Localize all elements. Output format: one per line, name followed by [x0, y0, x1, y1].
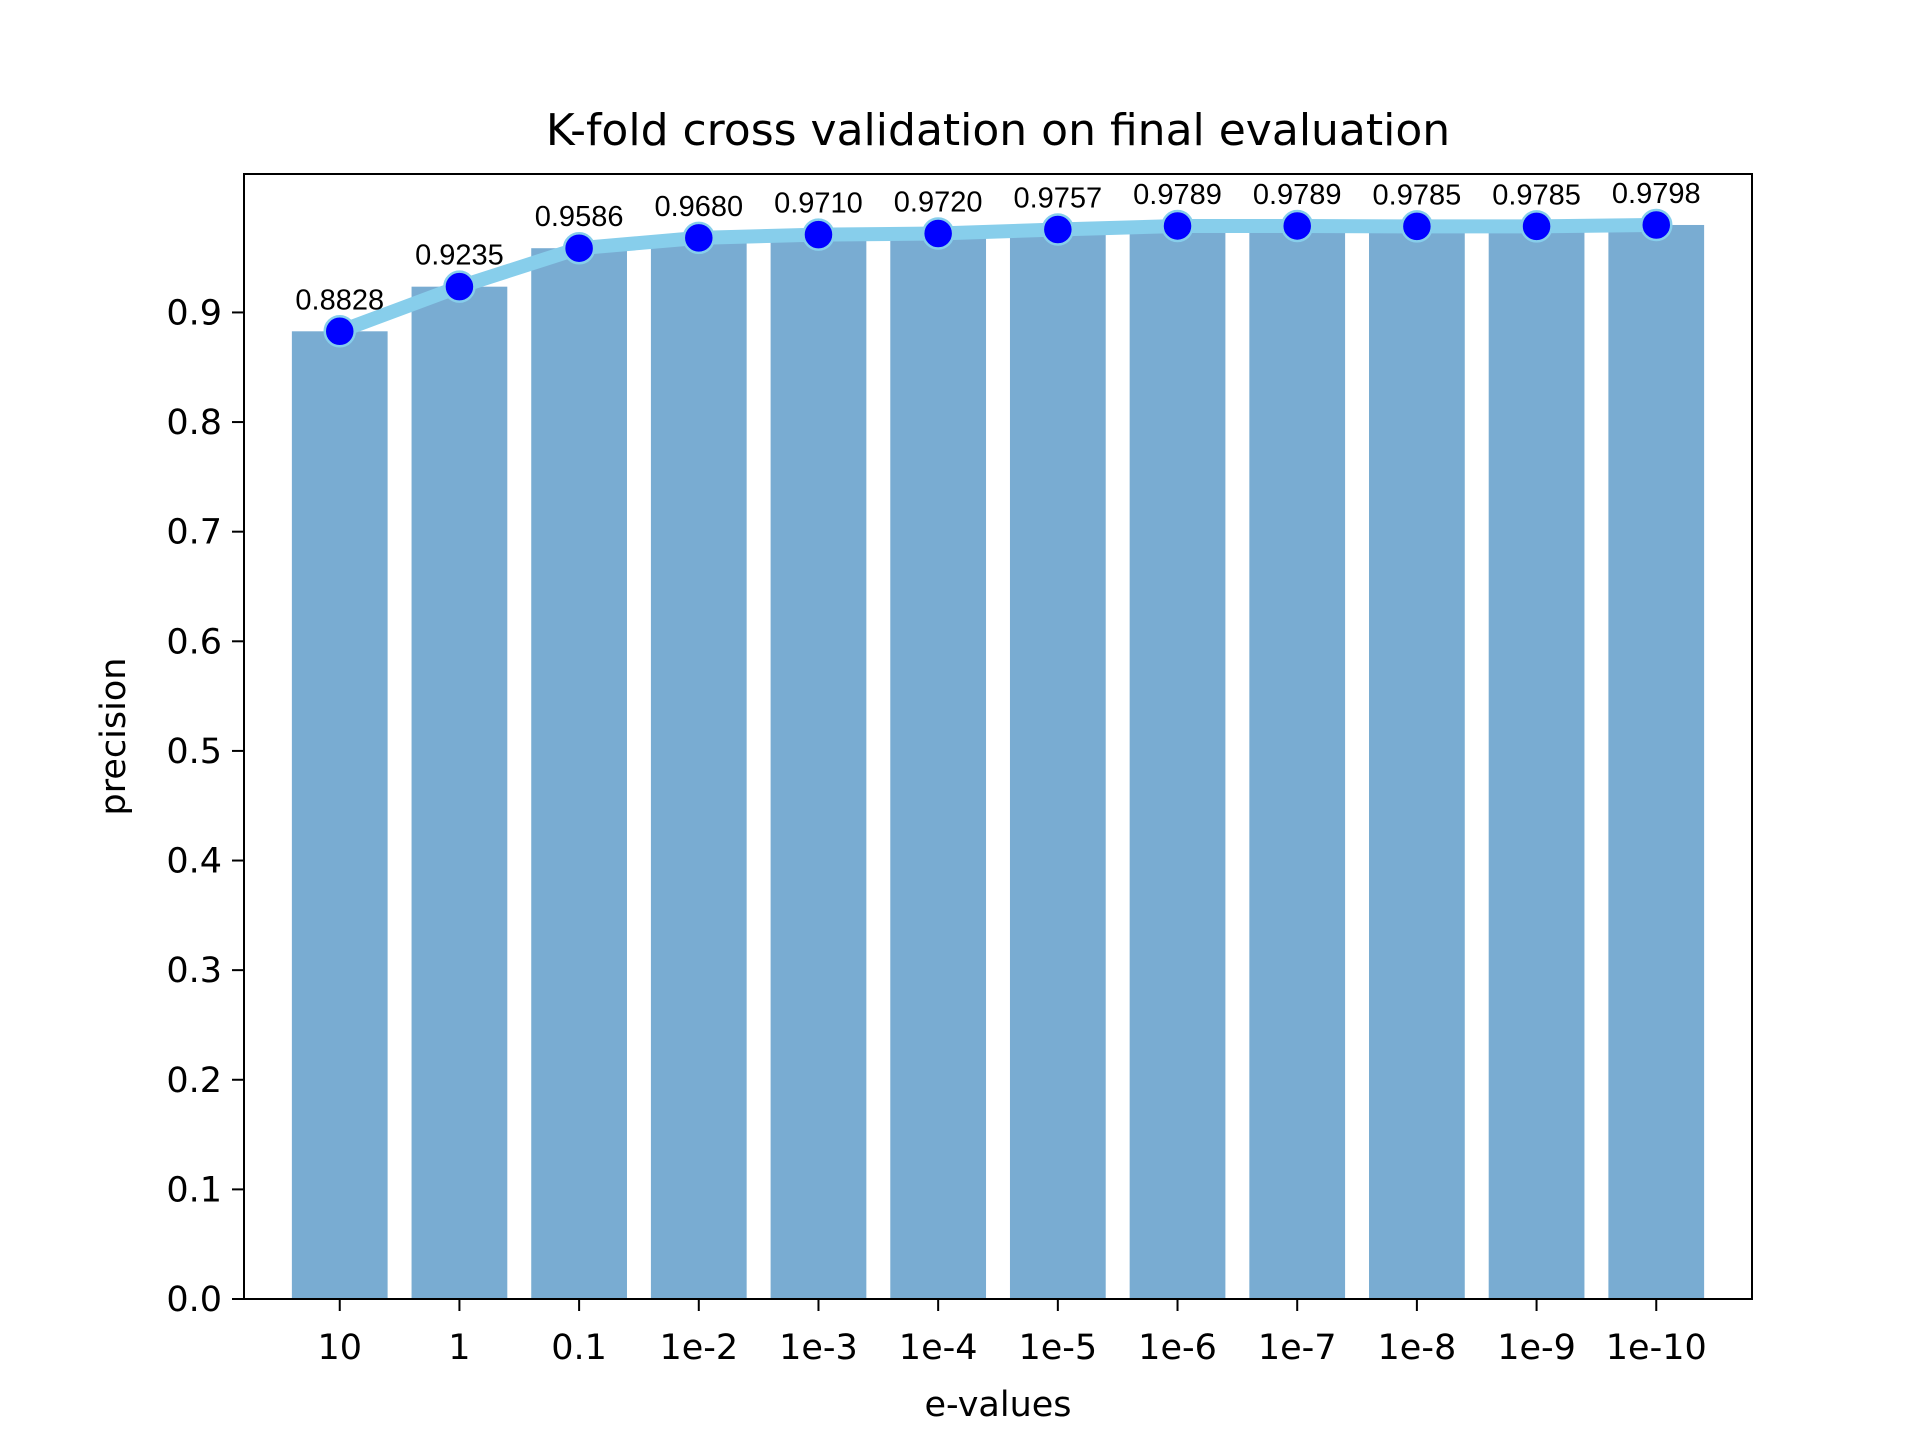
- x-tick-label-1e-5: 1e-5: [1018, 1328, 1097, 1368]
- bar-1e-2: [650, 237, 747, 1300]
- x-tick-label-1e-4: 1e-4: [899, 1328, 978, 1368]
- data-label-10: 0.8828: [295, 284, 384, 316]
- bar-1e-4: [890, 233, 987, 1299]
- data-label-1e-7: 0.9789: [1253, 179, 1342, 211]
- y-tick-label-0.5: 0.5: [166, 732, 222, 772]
- chart-title: K-fold cross validation on final evaluat…: [546, 105, 1450, 156]
- y-tick-label-0.3: 0.3: [166, 951, 222, 991]
- point-1e-9: [1520, 210, 1553, 243]
- x-tick-label-1e-7: 1e-7: [1258, 1328, 1337, 1368]
- markers-group: [323, 208, 1673, 348]
- point-1e-6: [1161, 209, 1194, 243]
- y-tick-label-0.8: 0.8: [166, 403, 222, 443]
- y-axis: 0.0 0.1 0.2 0.3 0.4 0.5 0.6 0.7 0.8 0.9: [166, 293, 244, 1320]
- x-tick-label-1e-2: 1e-2: [659, 1328, 738, 1368]
- x-tick-label-1e-3: 1e-3: [779, 1328, 858, 1368]
- x-axis: 10 1 0.1 1e-2 1e-3 1e-4 1e-5 1e-6 1e-7 1e-8 1e-9 1e…: [317, 1299, 1707, 1368]
- y-tick-label-0.6: 0.6: [166, 622, 222, 662]
- y-tick-label-0.7: 0.7: [166, 513, 222, 553]
- point-0.1: [562, 231, 596, 265]
- x-tick-label-1e-6: 1e-6: [1138, 1328, 1217, 1368]
- data-label-1: 0.9235: [415, 240, 504, 272]
- x-tick-label-10: 10: [317, 1328, 362, 1368]
- bar-1e-10: [1608, 224, 1705, 1300]
- y-tick-label-0.0: 0.0: [166, 1280, 222, 1320]
- bar-1e-9: [1488, 226, 1585, 1299]
- bar-1e-5: [1009, 229, 1106, 1300]
- data-label-1e-8: 0.9785: [1373, 179, 1462, 211]
- data-label-1e-5: 0.9757: [1013, 182, 1102, 214]
- y-tick-label-0.2: 0.2: [166, 1061, 222, 1101]
- point-1e-10: [1640, 208, 1673, 242]
- data-label-0.1: 0.9586: [535, 201, 624, 233]
- data-label-1e-10: 0.9798: [1612, 178, 1701, 210]
- plot-frame: [243, 173, 1753, 1300]
- data-label-1e-4: 0.9720: [894, 187, 983, 219]
- point-10: [323, 315, 356, 348]
- x-axis-label: e-values: [924, 1385, 1071, 1425]
- y-tick-label-0.9: 0.9: [166, 293, 222, 333]
- bar-1e-8: [1369, 226, 1465, 1299]
- bar-1e-7: [1249, 225, 1346, 1299]
- x-tick-label-0.1: 0.1: [551, 1328, 607, 1368]
- x-tick-label-1e-10: 1e-10: [1606, 1328, 1707, 1368]
- data-label-1e-2: 0.9680: [654, 191, 743, 223]
- bar-0.1: [531, 248, 627, 1300]
- bar-1e-3: [770, 234, 867, 1299]
- data-label-1e-6: 0.9789: [1133, 179, 1222, 211]
- bar-1e-6: [1129, 225, 1226, 1299]
- data-labels-group: 0.8828 0.9235 0.9586 0.9680 0.9710 0.9720 0.97…: [295, 178, 1700, 316]
- x-tick-label-1e-8: 1e-8: [1378, 1328, 1457, 1368]
- point-1e-2: [682, 221, 716, 255]
- point-1e-4: [921, 217, 955, 250]
- bars-group: [291, 224, 1705, 1300]
- x-tick-label-1: 1: [448, 1328, 470, 1368]
- bar-10: [291, 331, 388, 1299]
- point-1e-3: [802, 218, 835, 251]
- point-1: [443, 270, 476, 303]
- bar-1: [411, 286, 508, 1299]
- line-group: [332, 217, 1664, 339]
- point-1e-7: [1280, 209, 1314, 243]
- y-axis-label: precision: [94, 658, 134, 816]
- data-label-1e-3: 0.9710: [774, 188, 863, 220]
- x-tick-label-1e-9: 1e-9: [1497, 1328, 1576, 1368]
- y-tick-label-0.4: 0.4: [166, 842, 222, 882]
- point-1e-5: [1041, 213, 1075, 246]
- data-label-1e-9: 0.9785: [1492, 179, 1581, 211]
- point-1e-8: [1400, 210, 1434, 243]
- precision-line: [332, 217, 1664, 339]
- y-tick-label-0.1: 0.1: [166, 1170, 222, 1210]
